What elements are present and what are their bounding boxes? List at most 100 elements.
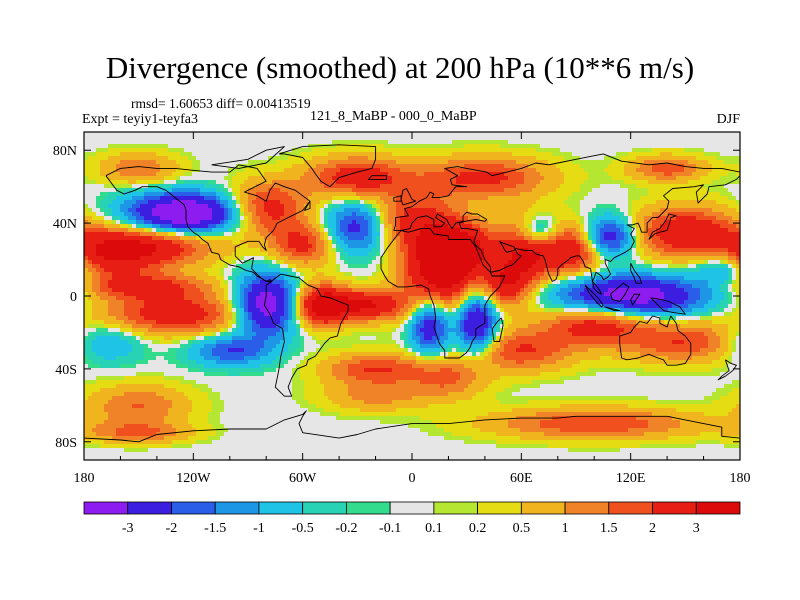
field-cell: [172, 188, 177, 193]
field-cell: [156, 148, 161, 153]
field-cell: [224, 132, 229, 137]
field-cell: [220, 172, 225, 177]
field-cell: [444, 184, 449, 189]
field-cell: [652, 188, 657, 193]
field-cell: [236, 136, 241, 141]
field-cell: [320, 200, 325, 205]
field-cell: [568, 144, 573, 149]
field-cell: [492, 232, 497, 237]
field-cell: [612, 136, 617, 141]
field-cell: [592, 200, 597, 205]
field-cell: [492, 172, 497, 177]
field-cell: [188, 188, 193, 193]
field-cell: [380, 140, 385, 145]
field-cell: [716, 244, 721, 249]
field-cell: [336, 248, 341, 253]
field-cell: [244, 204, 249, 209]
field-cell: [268, 232, 273, 237]
field-cell: [620, 212, 625, 217]
field-cell: [324, 156, 329, 161]
field-cell: [656, 188, 661, 193]
field-cell: [492, 244, 497, 249]
field-cell: [268, 172, 273, 177]
field-cell: [732, 164, 737, 169]
field-cell: [492, 200, 497, 205]
field-cell: [304, 176, 309, 181]
field-cell: [588, 136, 593, 141]
field-cell: [536, 168, 541, 173]
field-cell: [492, 156, 497, 161]
field-cell: [92, 220, 97, 225]
field-cell: [716, 208, 721, 213]
field-cell: [628, 212, 633, 217]
field-cell: [564, 156, 569, 161]
field-cell: [212, 164, 217, 169]
field-cell: [188, 204, 193, 209]
field-cell: [620, 148, 625, 153]
field-cell: [104, 160, 109, 165]
field-cell: [648, 172, 653, 177]
field-cell: [136, 204, 141, 209]
field-cell: [376, 160, 381, 165]
field-cell: [344, 228, 349, 233]
field-cell: [688, 248, 693, 253]
field-cell: [120, 240, 125, 245]
field-cell: [616, 204, 621, 209]
field-cell: [616, 152, 621, 157]
field-cell: [116, 196, 121, 201]
field-cell: [640, 240, 645, 245]
field-cell: [628, 180, 633, 185]
field-cell: [108, 252, 113, 257]
field-cell: [196, 232, 201, 237]
field-cell: [664, 248, 669, 253]
field-cell: [652, 168, 657, 173]
field-cell: [532, 196, 537, 201]
field-cell: [304, 152, 309, 157]
field-cell: [164, 156, 169, 161]
field-cell: [552, 204, 557, 209]
field-cell: [304, 212, 309, 217]
field-cell: [236, 168, 241, 173]
field-cell: [192, 160, 197, 165]
field-cell: [84, 136, 89, 141]
field-cell: [328, 156, 333, 161]
field-cell: [560, 204, 565, 209]
field-cell: [492, 192, 497, 197]
field-cell: [488, 164, 493, 169]
field-cell: [148, 240, 153, 245]
field-cell: [444, 188, 449, 193]
field-cell: [148, 164, 153, 169]
field-cell: [188, 144, 193, 149]
field-cell: [736, 136, 740, 141]
field-cell: [552, 180, 557, 185]
field-cell: [292, 228, 297, 233]
field-cell: [692, 244, 697, 249]
field-cell: [508, 132, 513, 137]
field-cell: [700, 236, 705, 241]
field-cell: [380, 188, 385, 193]
field-cell: [692, 192, 697, 197]
field-cell: [276, 168, 281, 173]
field-cell: [428, 248, 433, 253]
field-cell: [488, 228, 493, 233]
field-cell: [364, 160, 369, 165]
field-cell: [88, 224, 93, 229]
field-cell: [504, 164, 509, 169]
field-cell: [304, 184, 309, 189]
field-cell: [708, 192, 713, 197]
field-cell: [108, 248, 113, 253]
field-cell: [576, 240, 581, 245]
field-cell: [344, 140, 349, 145]
field-cell: [480, 244, 485, 249]
field-cell: [476, 236, 481, 241]
season-label: DJF: [716, 112, 740, 127]
field-cell: [580, 212, 585, 217]
field-cell: [340, 176, 345, 181]
field-cell: [188, 136, 193, 141]
field-cell: [632, 192, 637, 197]
field-cell: [460, 208, 465, 213]
field-cell: [352, 208, 357, 213]
field-cell: [332, 152, 337, 157]
field-cell: [216, 200, 221, 205]
field-cell: [476, 204, 481, 209]
